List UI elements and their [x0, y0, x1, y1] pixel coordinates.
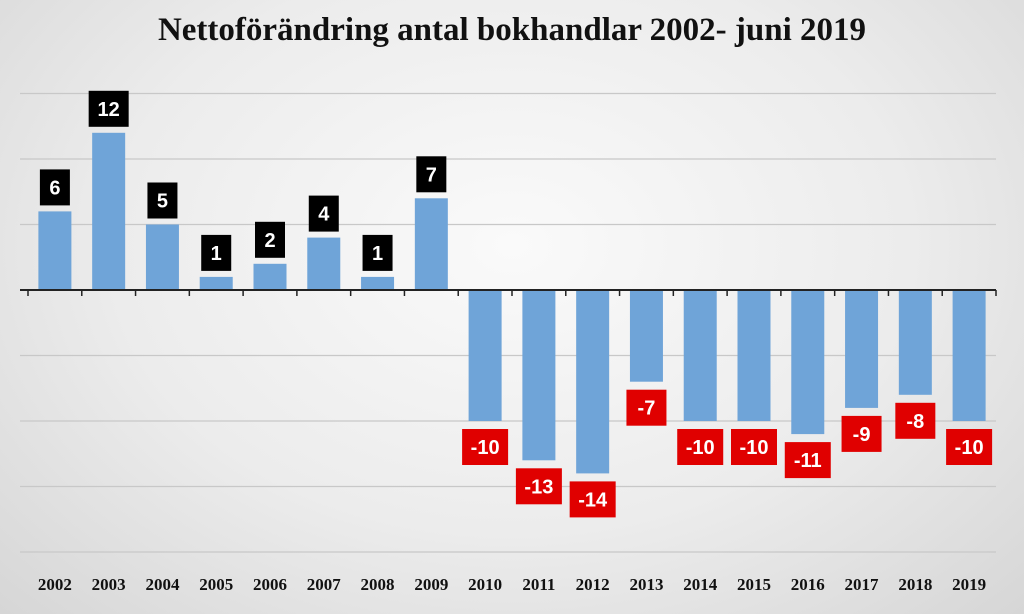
data-label-box: [362, 234, 393, 271]
data-label-box: [462, 429, 509, 465]
x-tick-label: 2005: [199, 575, 233, 594]
data-label-box: [88, 90, 129, 127]
data-label: -10: [740, 437, 769, 459]
data-label-box: [895, 402, 936, 439]
x-tick-label: 2002: [38, 575, 72, 594]
x-tick-label: 2007: [307, 575, 342, 594]
data-label-box: [569, 481, 616, 518]
data-label-box: [416, 156, 447, 193]
bar: [576, 290, 610, 474]
data-label-box: [255, 221, 285, 258]
x-tick-label: 2010: [468, 575, 502, 594]
bar: [522, 290, 556, 461]
x-tick-label: 2018: [898, 575, 932, 594]
data-label-box: [515, 468, 562, 505]
bar: [898, 290, 932, 395]
x-tick-label: 2006: [253, 575, 287, 594]
data-label: -8: [906, 411, 924, 433]
data-label-box: [39, 169, 70, 206]
data-label: 1: [372, 243, 383, 265]
data-label-box: [841, 415, 882, 452]
data-label: -10: [471, 437, 500, 459]
x-tick-label: 2011: [522, 575, 555, 594]
data-label: 6: [49, 177, 60, 199]
data-label: -13: [524, 476, 553, 498]
bar: [791, 290, 825, 435]
chart-title: Nettoförändring antal bokhandlar 2002- j…: [157, 12, 867, 48]
bar: [253, 263, 287, 290]
x-tick-label: 2014: [683, 575, 718, 594]
data-label-box: [201, 234, 232, 271]
data-label: -9: [853, 424, 871, 446]
bar: [38, 211, 72, 290]
x-tick-label: 2016: [791, 575, 825, 594]
x-tick-label: 2012: [576, 575, 610, 594]
data-label: 5: [157, 191, 168, 213]
bar: [468, 290, 502, 421]
data-label: -10: [955, 437, 984, 459]
bar: [952, 290, 986, 421]
bar: [629, 290, 663, 382]
data-label-box: [308, 195, 339, 232]
data-label-box: [626, 389, 667, 426]
data-label: -7: [638, 398, 656, 420]
data-label: -10: [686, 437, 715, 459]
x-tick-label: 2004: [145, 575, 180, 594]
data-label: 1: [211, 243, 222, 265]
data-label: -14: [578, 489, 608, 511]
bar: [92, 132, 126, 290]
bar: [845, 290, 879, 408]
data-label-box: [784, 442, 831, 479]
x-tick-label: 2015: [737, 575, 771, 594]
data-label: 12: [98, 99, 120, 121]
bar: [145, 224, 179, 290]
x-tick-label: 2009: [414, 575, 448, 594]
x-tick-label: 2003: [92, 575, 126, 594]
data-label-box: [147, 182, 178, 219]
data-label-box: [946, 429, 993, 465]
data-label: 2: [264, 230, 275, 252]
x-tick-label: 2008: [361, 575, 395, 594]
x-tick-label: 2019: [952, 575, 986, 594]
bar: [307, 237, 341, 290]
x-tick-label: 2013: [629, 575, 663, 594]
bar: [361, 276, 395, 290]
data-label: 4: [318, 204, 330, 226]
data-label-box: [677, 429, 724, 465]
bar: [683, 290, 717, 421]
bar: [199, 276, 233, 290]
data-label: 7: [426, 164, 437, 186]
bar: [414, 198, 448, 290]
data-label-box: [731, 429, 777, 465]
x-tick-label: 2017: [845, 575, 880, 594]
bar: [737, 290, 771, 421]
data-label: -11: [794, 450, 822, 472]
